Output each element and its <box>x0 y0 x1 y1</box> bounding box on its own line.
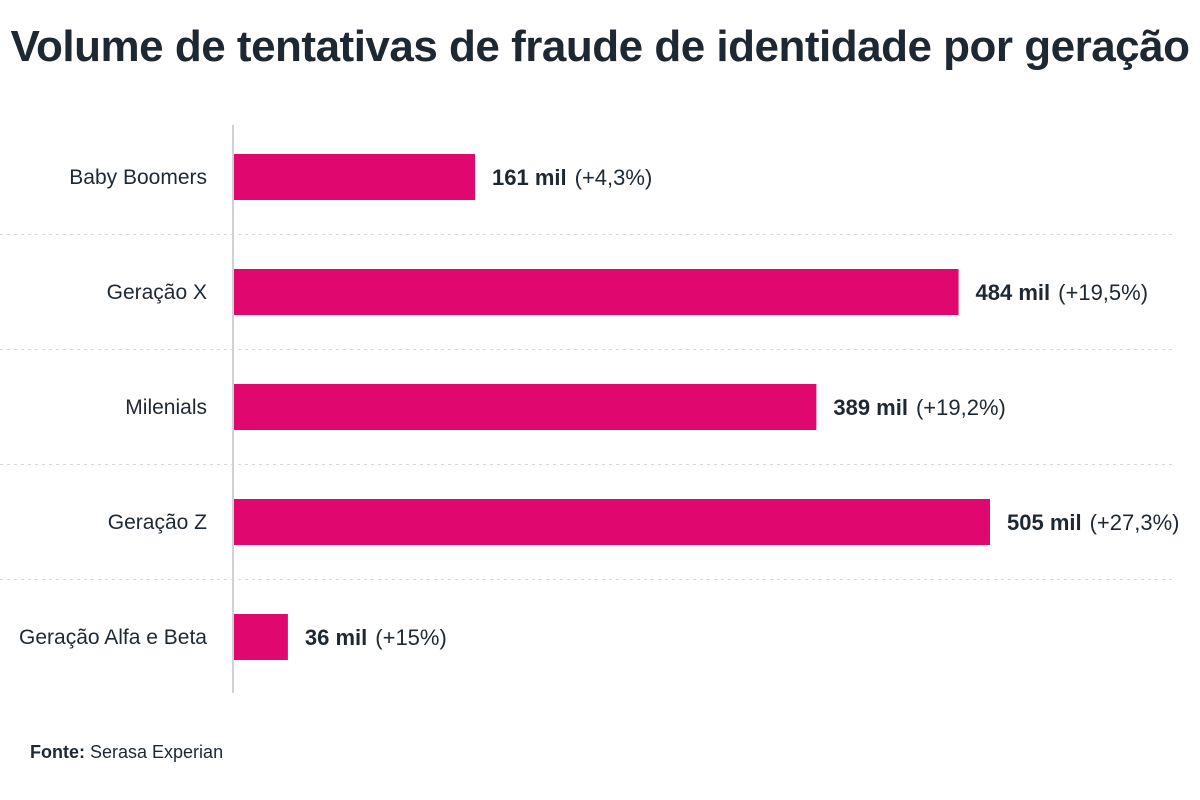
data-label-value: 389 mil <box>833 395 908 420</box>
data-label-change: (+4,3%) <box>575 165 653 190</box>
category-label: Geração Z <box>108 511 207 534</box>
bar <box>234 499 990 545</box>
chart-title: Volume de tentativas de fraude de identi… <box>10 22 1190 71</box>
category-label: Milenials <box>125 396 207 419</box>
bar <box>234 384 817 430</box>
data-label: 36 mil (+15%) <box>305 625 447 650</box>
data-label-change: (+15%) <box>375 625 447 650</box>
data-label: 505 mil (+27,3%) <box>1007 510 1180 535</box>
data-label-value: 505 mil <box>1007 510 1082 535</box>
bar <box>234 614 288 660</box>
data-label-change: (+19,2%) <box>916 395 1006 420</box>
source-text: Serasa Experian <box>90 742 224 762</box>
data-label: 389 mil (+19,2%) <box>833 395 1006 420</box>
data-label: 484 mil (+19,5%) <box>976 280 1149 305</box>
data-label-value: 36 mil <box>305 625 367 650</box>
data-label-change: (+19,5%) <box>1058 280 1148 305</box>
category-label: Geração Alfa e Beta <box>19 626 207 649</box>
data-label-change: (+27,3%) <box>1090 510 1180 535</box>
data-label-value: 161 mil <box>492 165 567 190</box>
bar <box>234 154 476 200</box>
source-note: Fonte: Serasa Experian <box>30 742 223 763</box>
data-label: 161 mil (+4,3%) <box>492 165 652 190</box>
data-label-value: 484 mil <box>976 280 1051 305</box>
bar <box>234 269 959 315</box>
source-label: Fonte: <box>30 742 85 762</box>
category-label: Baby Boomers <box>69 166 207 189</box>
category-label: Geração X <box>107 281 207 304</box>
